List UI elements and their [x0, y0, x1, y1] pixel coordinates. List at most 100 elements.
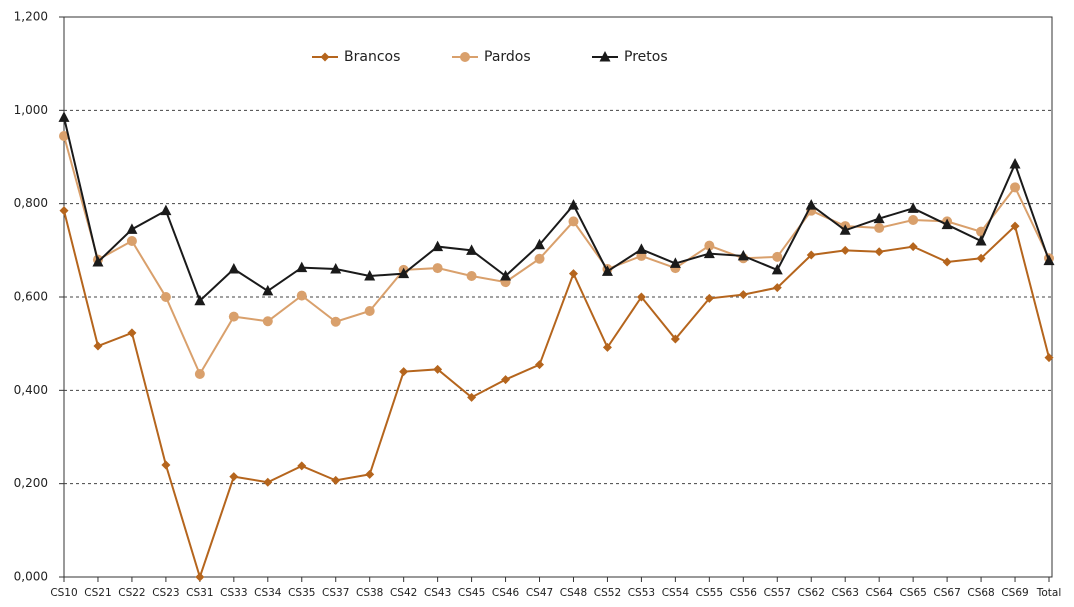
point [195, 572, 205, 582]
legend-marker [460, 52, 470, 62]
x-tick-label: CS62 [798, 587, 825, 599]
x-tick-label: CS21 [84, 587, 111, 599]
point [941, 218, 953, 230]
point [467, 392, 477, 402]
x-tick-label: CS42 [390, 587, 417, 599]
x-tick-label: CS46 [492, 587, 520, 599]
point [535, 360, 545, 370]
point [263, 477, 273, 487]
x-tick-label: CS64 [865, 587, 893, 599]
point [228, 263, 240, 274]
point [433, 364, 443, 374]
x-tick-label: CS68 [967, 587, 994, 599]
point [331, 475, 341, 485]
x-tick-label: CS34 [254, 587, 282, 599]
x-tick-label: CS45 [458, 587, 485, 599]
point [976, 253, 986, 263]
point [432, 240, 444, 252]
point [908, 242, 918, 252]
point [228, 311, 239, 322]
x-tick-label: CS43 [424, 587, 451, 599]
point [534, 253, 545, 264]
point [738, 290, 748, 300]
point [907, 202, 919, 213]
x-tick-label: CS52 [594, 587, 621, 599]
point [737, 249, 749, 261]
y-tick-label: 0,200 [14, 476, 48, 490]
point [601, 265, 613, 276]
point [942, 257, 952, 267]
point [126, 223, 138, 234]
x-tick-label: CS54 [662, 587, 690, 599]
point [59, 131, 69, 141]
y-tick-label: 1,000 [14, 103, 48, 117]
x-tick-label: CS69 [1001, 587, 1028, 599]
x-tick-label: CS48 [560, 587, 587, 599]
point [194, 369, 205, 379]
legend-label: Brancos [344, 49, 400, 65]
point [670, 334, 680, 344]
point [805, 199, 817, 210]
series-line [63, 210, 1050, 581]
point [126, 236, 137, 246]
point [194, 294, 206, 306]
point [703, 247, 715, 259]
point [874, 222, 885, 233]
y-tick-label: 0,000 [14, 570, 48, 584]
x-tick-label: CS63 [832, 587, 859, 599]
point [297, 461, 307, 471]
x-tick-label: CS47 [526, 587, 553, 599]
series-line [63, 135, 1050, 377]
point [330, 316, 341, 327]
x-tick-label: CS56 [730, 587, 758, 599]
point [975, 235, 987, 246]
point [839, 224, 851, 235]
point [704, 240, 715, 251]
point [500, 270, 512, 281]
point [161, 460, 171, 470]
point [1043, 254, 1055, 266]
point [364, 270, 376, 281]
point [1044, 353, 1054, 363]
y-tick-label: 0,600 [14, 290, 48, 304]
x-tick-label: CS22 [118, 587, 145, 599]
point [59, 206, 69, 216]
x-tick-label: CS65 [899, 587, 926, 599]
point [1010, 182, 1021, 193]
point [58, 111, 70, 122]
point [296, 261, 308, 273]
x-tick-label: CS23 [152, 587, 179, 599]
point [398, 267, 410, 279]
point [771, 263, 783, 275]
legend-marker [320, 52, 330, 62]
point [365, 469, 375, 479]
point [296, 290, 307, 301]
x-tick-label: CS37 [322, 587, 349, 599]
x-tick-label: CS53 [628, 587, 655, 599]
point [1009, 158, 1021, 169]
point [669, 257, 681, 268]
point [602, 342, 612, 352]
point [704, 293, 714, 303]
point [364, 306, 375, 316]
legend-label: Pretos [624, 49, 668, 65]
point [874, 247, 884, 257]
point [806, 250, 816, 260]
point [262, 316, 273, 327]
x-tick-label: CS10 [50, 587, 77, 599]
legend-marker [599, 51, 611, 62]
legend-label: Pardos [484, 49, 531, 65]
point [160, 204, 172, 216]
point [635, 243, 647, 254]
point [568, 216, 579, 227]
point [399, 367, 409, 377]
x-tick-label: Total [1036, 587, 1062, 599]
point [873, 212, 885, 224]
point [262, 284, 274, 296]
point [636, 292, 646, 302]
x-tick-label: CS55 [696, 587, 723, 599]
point [92, 256, 104, 267]
point [466, 244, 478, 255]
y-tick-label: 0,400 [14, 383, 48, 397]
point [127, 328, 137, 338]
